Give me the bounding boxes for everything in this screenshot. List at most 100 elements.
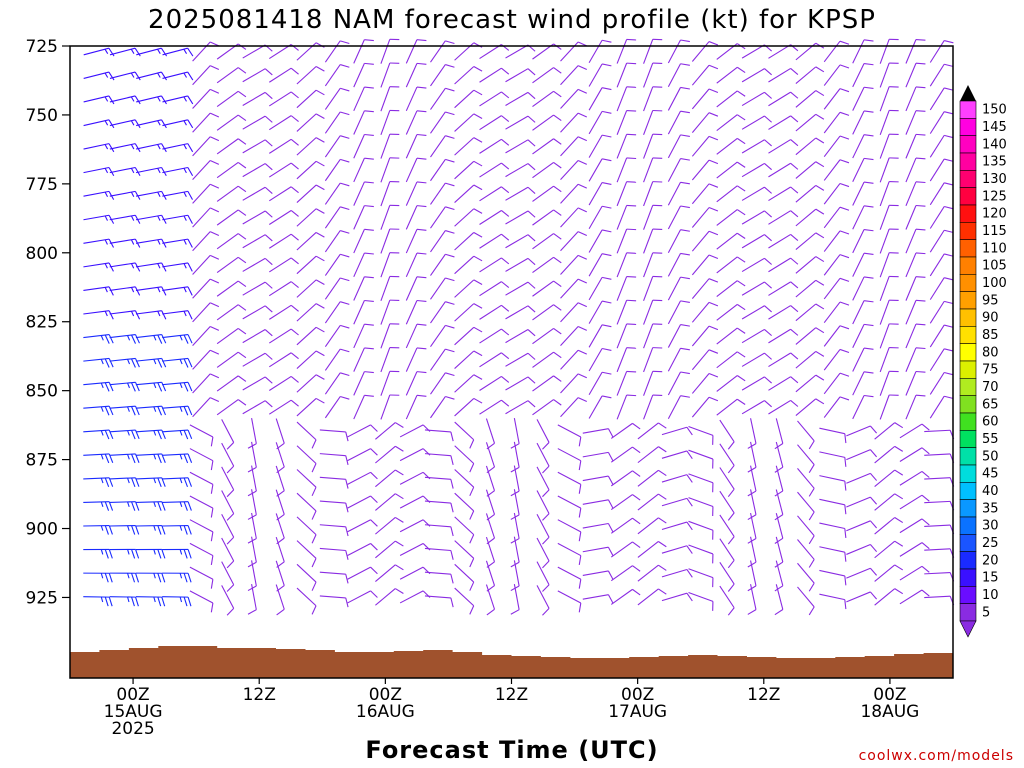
wind-barb — [380, 252, 400, 278]
wind-barb — [616, 62, 637, 88]
wind-barb-staff — [109, 310, 136, 315]
wind-barb-flag — [345, 526, 349, 537]
wind-barbs — [83, 38, 955, 616]
wind-barb-flag — [108, 119, 115, 129]
wind-barb-flag — [501, 257, 510, 265]
wind-barb-staff — [162, 453, 189, 456]
wind-barb-staff — [380, 62, 391, 88]
wind-barb — [688, 425, 714, 445]
wind-barb-flag — [364, 86, 374, 89]
wind-barb — [268, 186, 299, 202]
wind-barb-staff — [929, 301, 945, 324]
wind-barb-flag — [736, 327, 746, 334]
wind-barb-staff — [430, 135, 446, 158]
wind-barb-flag — [237, 138, 247, 145]
wind-barb — [929, 111, 954, 134]
wind-barb-flag — [445, 348, 455, 353]
wind-barb-staff — [505, 163, 529, 178]
wind-barb-staff — [741, 257, 765, 273]
wind-barb-half-flag — [127, 335, 131, 341]
wind-barb-flag — [944, 63, 954, 68]
wind-barb — [688, 497, 714, 516]
wind-barb-staff — [189, 471, 214, 485]
wind-barb — [296, 350, 325, 369]
wind-barb-staff — [536, 561, 550, 585]
wind-barb-flag — [863, 110, 874, 113]
wind-barb — [852, 276, 874, 301]
wind-barb-flag — [226, 513, 235, 521]
wind-barb — [268, 257, 299, 273]
wind-barb — [162, 477, 193, 488]
wind-barb — [688, 544, 714, 564]
wind-barb-flag — [134, 167, 141, 177]
wind-barb-staff — [929, 158, 945, 182]
wind-barb-flag — [915, 181, 926, 184]
wind-barb-staff — [192, 136, 211, 157]
colorbar-tick-label: 40 — [982, 484, 999, 499]
wind-barb — [162, 381, 193, 392]
wind-barb-staff — [380, 347, 391, 373]
wind-barb-staff — [616, 371, 628, 396]
wind-barb-staff — [505, 329, 529, 344]
wind-barb-staff — [83, 262, 110, 268]
wind-barb — [454, 160, 483, 180]
wind-barb-staff — [242, 400, 266, 415]
wind-barb — [924, 548, 955, 558]
wind-barb-staff — [741, 305, 765, 320]
wind-barb-half-flag — [183, 48, 188, 54]
x-tick-label: 17AUG — [608, 702, 667, 722]
wind-barb — [532, 256, 562, 273]
wind-barb-staff — [192, 326, 211, 347]
wind-barb — [768, 328, 799, 344]
wind-barb — [532, 114, 562, 131]
wind-barb-flag — [553, 233, 562, 240]
colorbar-tick-label: 65 — [982, 397, 999, 412]
wind-barb-flag — [445, 87, 455, 92]
wind-barb — [661, 450, 693, 460]
wind-barb-staff — [557, 471, 582, 485]
wind-barb-staff — [691, 136, 710, 157]
wind-barb-flag — [364, 394, 374, 397]
wind-barb-flag — [542, 560, 550, 569]
wind-barb-flag — [161, 573, 166, 583]
wind-barb — [616, 347, 637, 373]
wind-barb-staff — [83, 357, 110, 362]
wind-barb-staff — [242, 210, 266, 225]
wind-barb-staff — [616, 300, 628, 325]
wind-barb-staff — [852, 324, 865, 349]
wind-barb-half-flag — [130, 48, 135, 54]
wind-barb — [454, 492, 475, 520]
wind-barb-staff — [192, 207, 211, 228]
wind-barb-flag — [473, 160, 483, 167]
wind-barb — [380, 394, 400, 420]
wind-barb-flag — [915, 323, 926, 326]
wind-barb-staff — [135, 429, 162, 433]
wind-barb-staff — [513, 465, 520, 492]
wind-barb-half-flag — [104, 239, 108, 245]
wind-barb-staff — [454, 421, 475, 441]
wind-barb-flag — [315, 279, 325, 285]
wind-barb — [797, 539, 815, 568]
wind-barb-staff — [324, 253, 341, 276]
wind-barb-staff — [251, 489, 257, 515]
wind-barb-staff — [823, 183, 841, 205]
wind-barb-flag — [473, 184, 483, 191]
wind-barb — [430, 301, 455, 324]
wind-barb-staff — [242, 139, 266, 154]
wind-barb — [795, 90, 825, 108]
wind-barb-staff — [667, 63, 681, 87]
wind-barb-half-flag — [100, 477, 104, 484]
wind-barb-staff — [136, 143, 162, 150]
wind-barb-staff — [192, 254, 211, 275]
wind-barb-flag — [626, 110, 637, 112]
wind-barb-staff — [83, 286, 110, 291]
wind-barb-flag — [501, 328, 510, 336]
wind-barb-flag — [264, 115, 273, 123]
wind-barb-staff — [719, 562, 735, 585]
wind-barb-flag — [944, 182, 954, 186]
colorbar-tick-label: 90 — [982, 311, 999, 326]
wind-barb — [399, 424, 431, 438]
wind-barb-flag — [527, 329, 536, 337]
wind-barb-staff — [667, 134, 681, 159]
wind-barb — [479, 210, 510, 225]
